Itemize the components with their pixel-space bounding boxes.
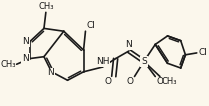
- Text: S: S: [141, 57, 147, 66]
- Text: O: O: [105, 77, 112, 86]
- Text: N: N: [47, 68, 54, 77]
- Text: CH₃: CH₃: [0, 60, 16, 69]
- Text: CH₃: CH₃: [38, 2, 54, 11]
- Text: N: N: [22, 37, 29, 46]
- Text: Cl: Cl: [86, 21, 95, 30]
- Text: NH: NH: [96, 57, 109, 66]
- Text: N: N: [125, 40, 132, 49]
- Text: CH₃: CH₃: [162, 77, 177, 86]
- Text: N: N: [22, 54, 29, 63]
- Text: Cl: Cl: [199, 48, 208, 57]
- Text: O: O: [127, 77, 134, 86]
- Text: O: O: [156, 77, 163, 86]
